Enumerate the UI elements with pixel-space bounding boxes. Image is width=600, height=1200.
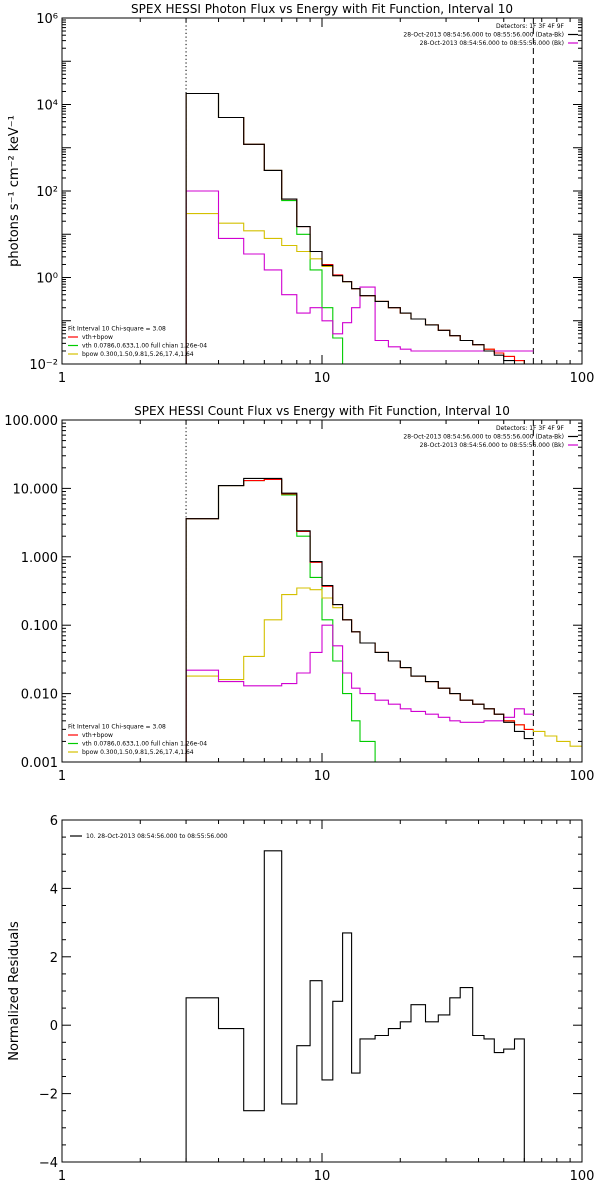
y-tick-label: 0 [50, 1019, 58, 1034]
y-axis-label: photons s⁻¹ cm⁻² keV⁻¹ [7, 115, 22, 267]
legend-entry-text: 28-Oct-2013 08:54:56.000 to 08:55:56.000… [403, 434, 564, 441]
y-tick-label: 10⁰ [36, 272, 58, 287]
y-tick-label: 10² [36, 185, 58, 200]
x-tick-label: 100 [570, 1169, 595, 1184]
legend-entry-text: 28-Oct-2013 08:54:56.000 to 08:55:56.000… [420, 40, 564, 47]
legend-entry-text: Detectors: 1F 3F 4F 9F [496, 23, 565, 30]
y-tick-label: 10⁻² [29, 358, 58, 373]
x-tick-label: 10 [314, 371, 331, 386]
y-tick-label: 4 [50, 882, 58, 897]
y-tick-label: 100.000 [4, 414, 58, 429]
series-group [185, 477, 582, 762]
chart-title: SPEX HESSI Photon Flux vs Energy with Fi… [131, 2, 513, 16]
y-tick-label: 1.000 [21, 551, 58, 566]
y-tick-label: 10⁴ [36, 99, 58, 114]
series-data-bk [185, 477, 534, 762]
legend-entry-text: bpow 0.300,1.50,9.81,5.26,17.4,1.64 [82, 351, 194, 358]
y-tick-label: 2 [50, 951, 58, 966]
legend-entry-text: 28-Oct-2013 08:54:56.000 to 08:55:56.000… [420, 442, 564, 449]
series-group [185, 850, 525, 1162]
x-tick-label: 1 [58, 371, 66, 386]
x-tick-label: 100 [570, 769, 595, 784]
y-tick-label: 0.010 [21, 688, 58, 703]
chart-title: SPEX HESSI Count Flux vs Energy with Fit… [134, 404, 510, 418]
legend-entry-text: 28-Oct-2013 08:54:56.000 to 08:55:56.000… [403, 32, 564, 39]
y-tick-label: 0.100 [21, 619, 58, 634]
series-background [185, 190, 534, 364]
legend-entry-text: 10. 28-Oct-2013 08:54:56.000 to 08:55:56… [86, 833, 228, 840]
series-data-bk [185, 92, 516, 364]
legend-entry-text: Fit Interval 10 Chi-square = 3.08 [68, 724, 166, 731]
chart-panel-1: SPEX HESSI Photon Flux vs Energy with Fi… [7, 2, 595, 386]
y-axis-label: Normalized Residuals [7, 921, 22, 1061]
x-tick-label: 10 [314, 769, 331, 784]
legend-entry-text: Fit Interval 10 Chi-square = 3.08 [68, 326, 166, 333]
x-tick-label: 100 [570, 371, 595, 386]
x-tick-label: 1 [58, 1169, 66, 1184]
y-tick-label: −2 [39, 1088, 58, 1103]
y-tick-label: 0.001 [21, 756, 58, 771]
series-group [185, 92, 534, 364]
chart-panel-2: SPEX HESSI Count Flux vs Energy with Fit… [4, 404, 594, 784]
chart-panel-3: Normalized Residuals 1 10 100 −4 −2 0 2 4 6 10. 28… [7, 814, 594, 1184]
legend-entry-text: vth+bpow [82, 732, 113, 739]
x-tick-label: 1 [58, 769, 66, 784]
y-tick-label: 6 [50, 814, 58, 829]
y-tick-label: 10.000 [13, 482, 59, 497]
legend-entry-text: vth 0.0786,0.633,1.00 full chian 1.26e-0… [82, 741, 207, 748]
series-residuals [185, 850, 525, 1162]
y-tick-label: 10⁶ [36, 12, 58, 27]
legend-entry-text: bpow 0.300,1.50,9.81,5.26,17.4,1.64 [82, 749, 194, 756]
legend-entry-text: Detectors: 1F 3F 4F 9F [496, 425, 565, 432]
legend-entry-text: vth 0.0786,0.633,1.00 full chian 1.26e-0… [82, 343, 207, 350]
x-tick-label: 10 [314, 1169, 331, 1184]
legend-entry-text: vth+bpow [82, 334, 113, 341]
y-tick-label: −4 [39, 1156, 58, 1171]
series-background [185, 624, 534, 762]
